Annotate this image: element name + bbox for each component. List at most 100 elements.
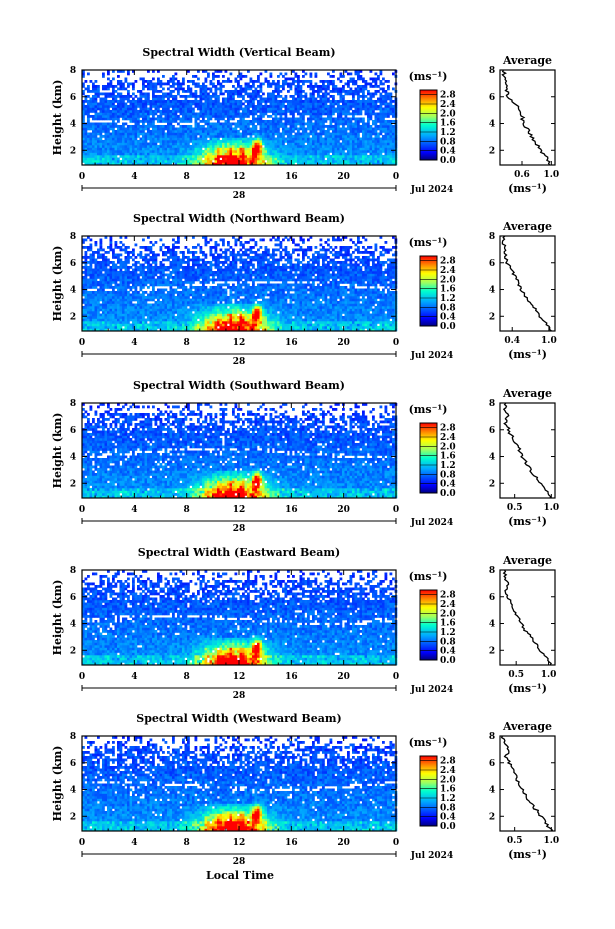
heatmap-cell [169, 293, 173, 297]
heatmap-cell [212, 105, 215, 108]
heatmap-cell [269, 102, 273, 106]
heatmap-cell [139, 313, 143, 317]
heatmap-cell [342, 97, 345, 101]
heatmap-cell [362, 90, 365, 93]
heatmap-cell [239, 107, 243, 111]
heatmap-cell [187, 152, 190, 156]
heatmap-cell [324, 155, 328, 158]
heatmap-cell [167, 95, 170, 98]
heatmap-cell [169, 271, 173, 274]
heatmap-cell [134, 278, 138, 282]
heatmap-cell [114, 142, 118, 146]
heatmap-cell [87, 122, 90, 126]
heatmap-cell [184, 112, 188, 116]
heatmap-cell [159, 90, 163, 93]
heatmap-cell [149, 318, 153, 322]
heatmap-cell [317, 127, 320, 131]
heatmap-cell [219, 102, 223, 106]
heatmap-cell [337, 155, 340, 158]
heatmap-cell [114, 313, 118, 317]
heatmap-cell [377, 75, 380, 78]
heatmap-cell [309, 155, 313, 158]
heatmap-cell [322, 80, 325, 83]
heatmap-cell [124, 308, 128, 312]
heatmap-cell [127, 92, 130, 96]
heatmap-cell [177, 82, 180, 86]
heatmap-cell [364, 142, 368, 146]
heatmap-cell [159, 296, 163, 299]
heatmap-cell [152, 150, 155, 153]
heatmap-cell [159, 95, 163, 98]
heatmap-cell [314, 120, 318, 123]
heatmap-cell [389, 100, 393, 103]
heatmap-cell [359, 125, 363, 128]
heatmap-cell [347, 142, 350, 146]
heatmap-cell [174, 261, 178, 264]
heatmap-cell [292, 115, 295, 118]
heatmap-cell [254, 117, 258, 121]
heatmap-cell [284, 140, 288, 143]
heatmap-cell [277, 135, 280, 138]
heatmap-cell [152, 130, 155, 133]
heatmap-cell [209, 135, 213, 138]
heatmap-cell [277, 87, 280, 91]
heatmap-cell [302, 137, 305, 141]
heatmap-cell [312, 122, 315, 126]
heatmap-cell [357, 110, 360, 113]
heatmap-cell [229, 80, 233, 83]
heatmap-cell [297, 82, 300, 86]
colorbar [419, 89, 438, 161]
heatmap-cell [287, 130, 290, 133]
heatmap-cell [282, 117, 285, 121]
heatmap-cell [269, 145, 273, 148]
heatmap-cell [139, 253, 143, 257]
heatmap-cell [142, 321, 145, 324]
heatmap-cell [272, 92, 275, 96]
heatmap-cell [147, 157, 150, 161]
heatmap-cell [389, 150, 393, 153]
heatmap-cell [392, 112, 395, 116]
heatmap-cell [337, 115, 340, 118]
heatmap-cell [319, 102, 323, 106]
heatmap-cell [214, 160, 218, 163]
heatmap-cell [347, 90, 350, 93]
heatmap-cell [97, 137, 100, 141]
heatmap-cell [162, 296, 165, 299]
heatmap-cell [314, 137, 318, 141]
heatmap-cell [84, 155, 88, 158]
heatmap-cell [264, 130, 268, 133]
heatmap-cell [324, 85, 328, 88]
heatmap-cell [229, 122, 233, 126]
heatmap-cell [317, 110, 320, 113]
heatmap-cell [149, 258, 153, 262]
heatmap-cell [89, 293, 93, 297]
heatmap-cell [122, 137, 125, 141]
heatmap-cell [137, 152, 140, 156]
heatmap-cell [177, 90, 180, 93]
heatmap-cell [319, 120, 323, 123]
heatmap-cell [142, 102, 145, 106]
heatmap-cell [372, 155, 375, 158]
heatmap-cell [149, 248, 153, 252]
heatmap-cell [242, 125, 245, 128]
heatmap-cell [107, 107, 110, 111]
heatmap-cell [139, 157, 143, 161]
heatmap-cell [339, 80, 343, 83]
heatmap-cell [299, 132, 303, 136]
heatmap-cell [137, 142, 140, 146]
heatmap-cell [222, 110, 225, 113]
heatmap-cell [264, 107, 268, 111]
heatmap-cell [107, 102, 110, 106]
heatmap-cell [152, 105, 155, 108]
heatmap-cell [162, 273, 165, 277]
heatmap-cell [267, 115, 270, 118]
heatmap-cell [392, 147, 395, 151]
heatmap-cell [137, 102, 140, 106]
heatmap-cell [172, 120, 175, 123]
heatmap-cell [232, 150, 235, 153]
heatmap-cell [149, 263, 153, 267]
heatmap-cell [309, 127, 313, 131]
heatmap-cell [387, 95, 390, 98]
heatmap-cell [379, 95, 383, 98]
heatmap-cell [187, 132, 190, 136]
